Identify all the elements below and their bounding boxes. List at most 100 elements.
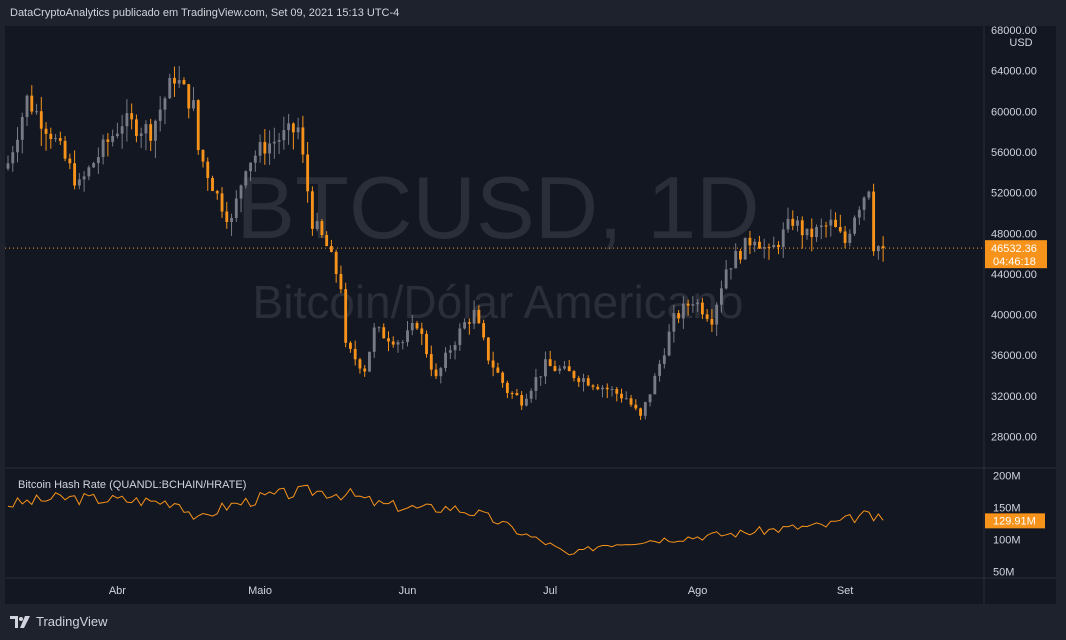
hashrate-value-badge[interactable]: 129.91M [985,513,1045,529]
candle[interactable] [115,122,119,139]
candle[interactable] [196,99,200,155]
candle[interactable] [800,216,804,249]
candle[interactable] [268,130,272,166]
candle[interactable] [524,393,528,407]
candle[interactable] [349,341,352,353]
candle[interactable] [853,215,857,236]
candle[interactable] [49,127,53,149]
candle[interactable] [372,323,376,358]
candle[interactable] [796,216,799,232]
candle[interactable] [857,206,861,225]
candle[interactable] [834,212,837,228]
candle[interactable] [77,172,81,190]
candle[interactable] [334,249,338,283]
candle[interactable] [677,310,681,324]
candle[interactable] [225,201,229,229]
candle[interactable] [344,282,348,348]
candle[interactable] [391,336,395,348]
candle[interactable] [201,149,205,168]
candle[interactable] [458,323,462,351]
candle[interactable] [325,231,329,247]
candle[interactable] [30,85,34,115]
candle[interactable] [563,360,566,371]
candle[interactable] [501,371,505,388]
currency-badge[interactable]: USD [1007,34,1035,50]
candle[interactable] [715,302,719,336]
candle[interactable] [339,265,343,294]
candle[interactable] [620,388,623,403]
candle[interactable] [39,96,43,146]
candle[interactable] [448,345,452,360]
candle[interactable] [263,129,267,165]
candle[interactable] [320,218,324,238]
candle[interactable] [696,298,700,313]
candle[interactable] [315,212,319,232]
candle[interactable] [444,347,447,372]
candle[interactable] [282,116,286,150]
candle[interactable] [729,268,733,280]
candle[interactable] [73,150,77,190]
candle[interactable] [429,345,433,377]
candle[interactable] [658,359,662,382]
candle[interactable] [410,315,414,336]
candle[interactable] [648,394,652,407]
candle[interactable] [467,318,471,335]
hashrate-line[interactable] [7,484,884,556]
candle[interactable] [848,229,852,247]
candle[interactable] [287,113,291,145]
candle[interactable] [819,218,823,240]
tradingview-logo[interactable]: TradingView [10,614,108,629]
candle[interactable] [68,153,72,170]
candle[interactable] [810,218,814,252]
candle[interactable] [387,331,390,352]
candle[interactable] [805,228,809,240]
candle[interactable] [505,380,509,399]
candle[interactable] [567,359,571,372]
candle[interactable] [306,141,310,203]
candle[interactable] [130,103,134,130]
candle[interactable] [134,114,138,143]
candle[interactable] [491,351,495,377]
candle[interactable] [239,184,243,213]
candle[interactable] [44,122,48,151]
candle[interactable] [173,66,176,97]
candle[interactable] [510,391,514,399]
candle[interactable] [168,73,172,99]
candle[interactable] [539,376,543,386]
candle[interactable] [520,391,524,410]
candle[interactable] [610,386,614,397]
candle[interactable] [700,297,704,319]
candle[interactable] [815,224,818,243]
candle[interactable] [876,245,880,260]
candle[interactable] [215,189,219,200]
candle[interactable] [615,386,619,402]
candle[interactable] [672,304,676,343]
hashrate-pane[interactable] [7,484,884,556]
candle[interactable] [486,337,490,365]
candle[interactable] [881,236,885,262]
candle[interactable] [363,364,367,377]
candle[interactable] [377,326,381,333]
candle[interactable] [20,112,24,154]
candle[interactable] [762,238,766,259]
candle[interactable] [177,66,181,88]
candle[interactable] [272,127,276,159]
candle[interactable] [139,127,143,148]
candle[interactable] [382,323,386,339]
candle[interactable] [453,341,457,360]
candle[interactable] [87,165,91,181]
candle[interactable] [558,365,562,375]
candle[interactable] [777,241,780,255]
candle[interactable] [653,373,657,395]
candle[interactable] [601,385,604,398]
candle[interactable] [329,239,333,253]
candle[interactable] [577,375,581,387]
candle[interactable] [63,136,67,162]
candle[interactable] [368,351,371,373]
candle[interactable] [230,213,233,236]
candle[interactable] [629,394,633,407]
candle[interactable] [710,309,714,333]
candle[interactable] [743,237,747,260]
candle[interactable] [872,183,876,256]
